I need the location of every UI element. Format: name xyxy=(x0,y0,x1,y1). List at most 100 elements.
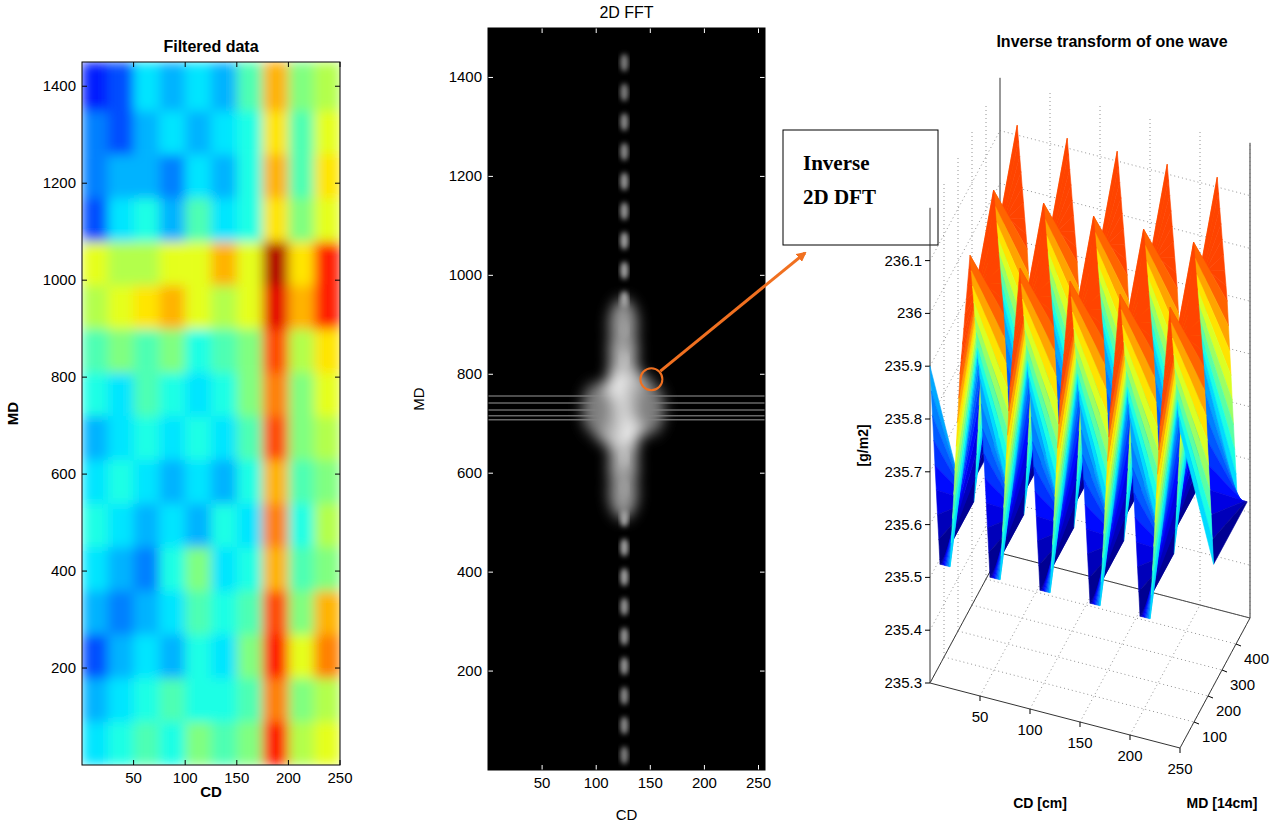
plot-frame xyxy=(82,62,340,765)
axis-line xyxy=(930,208,931,683)
y-tick xyxy=(335,571,340,572)
heatmap-cell xyxy=(185,460,211,504)
heatmap-cell xyxy=(108,110,134,154)
x-tick xyxy=(288,760,289,765)
axis-line xyxy=(1000,553,1250,618)
y-tick xyxy=(1208,696,1213,698)
y-tick xyxy=(335,280,340,281)
y-axis-title: MD xyxy=(410,387,427,410)
y-tick xyxy=(82,183,87,184)
y-grid xyxy=(958,631,1208,696)
heatmap-cell xyxy=(185,503,211,547)
heatmap-cell xyxy=(134,678,160,722)
annotation: Inverse2D DFT xyxy=(640,130,938,390)
heatmap-cell xyxy=(237,547,263,591)
heatmap-cell xyxy=(211,416,237,460)
x-tick xyxy=(185,760,186,765)
title: 2D FFT xyxy=(599,4,653,21)
axes: 50100150200250200400600800100012001400Fi… xyxy=(4,38,353,800)
heatmap-cell xyxy=(288,372,314,416)
y-tick-label: 200 xyxy=(1216,702,1241,719)
fft-spot xyxy=(620,113,628,131)
y-tick xyxy=(82,571,87,572)
y-tick xyxy=(488,572,493,573)
fft-blob xyxy=(609,467,637,519)
heatmap-cell xyxy=(237,416,263,460)
fft-spot xyxy=(620,598,628,616)
annotation-text: 2D DFT xyxy=(803,185,876,209)
heatmap-cell xyxy=(263,634,289,678)
y-tick xyxy=(335,474,340,475)
fft-blob xyxy=(582,383,610,435)
z-tick-label: 236 xyxy=(897,304,922,321)
heatmap-cell xyxy=(288,329,314,373)
heatmap-cell xyxy=(211,634,237,678)
heatmap-cell xyxy=(159,62,185,111)
z-tick-label: 235.9 xyxy=(884,357,922,374)
y-tick-label: 400 xyxy=(457,563,482,580)
heatmap-cell xyxy=(159,154,185,198)
y-tick xyxy=(1194,722,1199,724)
y-tick-label: 800 xyxy=(51,368,76,385)
surface-labels: Inverse transform of one waveCD [cm]MD [… xyxy=(855,33,1257,811)
heatmap-cell xyxy=(82,62,108,111)
z-tick-label: 236.1 xyxy=(884,252,922,269)
x-tick xyxy=(650,28,651,33)
heatmap-cell xyxy=(263,590,289,634)
heatmap-cell xyxy=(82,721,108,765)
x-tick-label: 50 xyxy=(125,769,142,786)
heatmap-cell xyxy=(185,62,211,111)
heatmap-cell xyxy=(82,678,108,722)
x-tick xyxy=(596,765,597,770)
heatmap-cell xyxy=(108,678,134,722)
heatmap-cell xyxy=(211,62,237,111)
fft-spot xyxy=(620,172,628,190)
heatmap-cell xyxy=(288,110,314,154)
surface-patch xyxy=(1178,400,1213,539)
heatmap-cell xyxy=(263,547,289,591)
heatmap-cell xyxy=(134,285,160,329)
highlight-circle xyxy=(640,368,662,390)
heatmap-cell xyxy=(82,372,108,416)
heatmap-cell xyxy=(211,503,237,547)
heatmap-cell xyxy=(263,678,289,722)
heatmap-cell xyxy=(211,285,237,329)
heatmap-cell xyxy=(159,460,185,504)
fft-blob xyxy=(609,299,637,351)
heatmap-cell xyxy=(314,62,340,111)
z-grid xyxy=(1000,131,1250,196)
heatmap-cell xyxy=(314,678,340,722)
x-tick-label: 250 xyxy=(1167,760,1192,777)
y-tick-label: 600 xyxy=(51,465,76,482)
x-tick xyxy=(596,28,597,33)
x-grid xyxy=(1130,605,1200,735)
z-axis-title: [g/m2] xyxy=(855,424,871,466)
y-tick xyxy=(1222,670,1227,672)
heatmap-cell xyxy=(288,503,314,547)
heatmap-cell xyxy=(159,241,185,285)
heatmap-cell xyxy=(314,241,340,285)
heatmap-cell xyxy=(211,241,237,285)
figure: 50100150200250200400600800100012001400Fi… xyxy=(0,0,1276,838)
heatmap-cell xyxy=(263,329,289,373)
z-tick-label: 235.8 xyxy=(884,410,922,427)
y-tick xyxy=(760,176,765,177)
heatmap-cell xyxy=(159,329,185,373)
y-tick xyxy=(82,280,87,281)
heatmap-cell xyxy=(288,460,314,504)
z-tick xyxy=(925,471,930,472)
heatmap-cell xyxy=(159,372,185,416)
x-tick xyxy=(980,696,981,701)
y-tick xyxy=(488,77,493,78)
z-tick xyxy=(925,419,930,420)
heatmap-cell xyxy=(288,547,314,591)
x-tick xyxy=(542,765,543,770)
heatmap-cell xyxy=(237,634,263,678)
x-grid xyxy=(1250,143,1251,618)
heatmap-cell xyxy=(108,372,134,416)
fft-spot xyxy=(620,54,628,72)
y-tick-label: 1200 xyxy=(43,174,76,191)
heatmap-cell xyxy=(185,241,211,285)
y-tick xyxy=(760,374,765,375)
heatmap-cell xyxy=(237,154,263,198)
